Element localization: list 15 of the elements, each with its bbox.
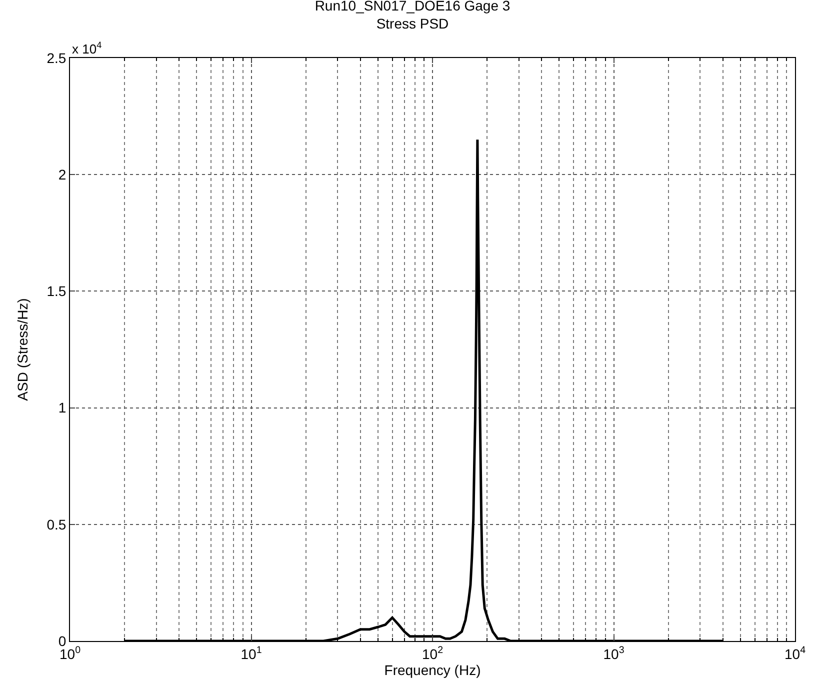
chart-title: Run10_SN017_DOE16 Gage 3 — [314, 0, 510, 14]
y-tick-label: 1 — [58, 400, 66, 416]
y-tick-label: 2 — [58, 166, 66, 182]
chart-subtitle: Stress PSD — [376, 16, 449, 32]
text: x 10$^{4}$ — [72, 40, 102, 56]
y-axis-title: ASD (Stress/Hz) — [14, 298, 30, 401]
x-tick-label: 10$^{4}$ — [784, 644, 806, 662]
x-axis-title: Frequency (Hz) — [384, 662, 481, 678]
x-tick-label: 10$^{1}$ — [240, 644, 262, 662]
x-tick-label: 10$^{3}$ — [603, 644, 625, 662]
x-tick-label: 10$^{2}$ — [422, 644, 444, 662]
y-tick-label: 0 — [58, 632, 66, 649]
y-tick-label: 0.5 — [46, 516, 66, 532]
y-tick-label: 1.5 — [46, 283, 66, 300]
y-tick-label: 2.5 — [46, 50, 66, 66]
